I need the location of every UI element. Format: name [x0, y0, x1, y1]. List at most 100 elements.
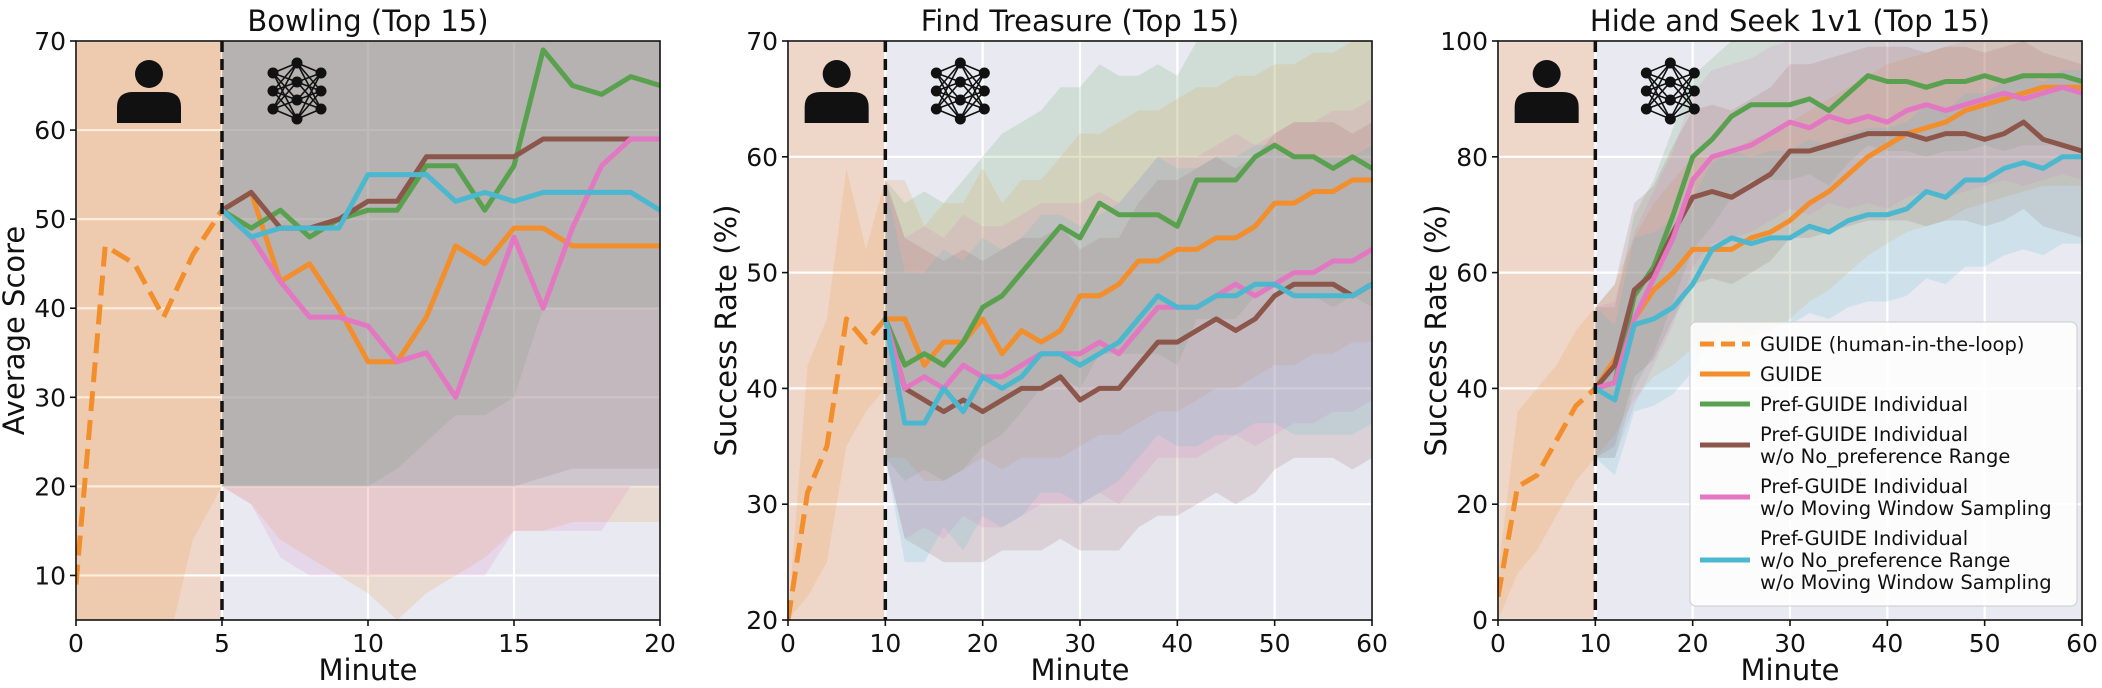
- x-tick-label: 50: [1259, 629, 1291, 658]
- network-node: [315, 85, 327, 97]
- network-edge: [272, 81, 298, 110]
- line-prefind: [219, 47, 660, 240]
- neural-network-icon: [1640, 57, 1700, 125]
- y-tick-label: 40: [34, 294, 66, 323]
- plot-area: [1498, 41, 2082, 620]
- y-tick-label: 70: [34, 27, 66, 56]
- band-guide-human: [76, 41, 222, 620]
- network-node: [1664, 113, 1676, 125]
- chart-title: Find Treasure (Top 15): [921, 4, 1240, 38]
- x-tick-label: 30: [1774, 629, 1806, 658]
- chart-panel-2: 0 10 20 30 40 50 60 20 30 40 50 60 70 Find Treasure (…: [709, 4, 1388, 687]
- network-node: [291, 113, 303, 125]
- x-tick-label: 0: [780, 629, 796, 658]
- x-tick-label: 20: [644, 629, 676, 658]
- band-nopref: [1595, 41, 2082, 458]
- network-edge: [296, 90, 322, 120]
- x-tick-label: 30: [1064, 629, 1096, 658]
- line-guide: [219, 189, 660, 365]
- neural-network-icon: [267, 57, 327, 125]
- line-prefind: [882, 142, 1372, 368]
- neural-network-icon: [930, 57, 990, 125]
- legend-label: Pref-GUIDE Individual: [1760, 393, 1968, 416]
- x-axis-label: Minute: [1740, 653, 1839, 684]
- x-tick-label: 40: [1161, 629, 1193, 658]
- network-node: [1688, 67, 1700, 79]
- band-prefind: [1595, 41, 2082, 458]
- network-node: [930, 67, 942, 79]
- x-tick-label: 20: [1677, 629, 1709, 658]
- person-head: [1532, 60, 1561, 88]
- network-node: [1640, 67, 1652, 79]
- plot-area: [76, 41, 660, 620]
- y-axis-label: Average Score: [0, 226, 31, 436]
- person-head: [135, 60, 163, 88]
- line-both: [1592, 154, 2082, 403]
- band-guide: [1595, 41, 2082, 458]
- network-edge: [959, 90, 985, 120]
- network-node: [291, 76, 303, 88]
- network-edge: [1645, 62, 1671, 92]
- network-node: [315, 103, 327, 115]
- y-tick-label: 100: [1440, 27, 1488, 56]
- band-nomw: [1595, 41, 2082, 458]
- line-nomw: [219, 136, 660, 400]
- person-icon: [804, 60, 869, 123]
- network-node: [930, 103, 942, 115]
- chart-panel-3: 0 10 20 30 40 50 60 0 20 40 60 80 100 Hide and Seek 1…: [1419, 4, 2098, 687]
- y-tick-label: 30: [34, 383, 66, 412]
- y-tick-label: 50: [34, 205, 66, 234]
- band-nomw: [222, 41, 660, 576]
- line-both: [219, 172, 660, 240]
- y-tick-label: 0: [1472, 606, 1488, 635]
- y-tick-label: 20: [746, 606, 778, 635]
- legend-label: GUIDE (human-in-the-loop): [1760, 333, 2024, 356]
- band-both: [222, 41, 660, 487]
- x-tick-label: 5: [214, 629, 230, 658]
- x-axis-label: Minute: [318, 653, 417, 684]
- human-phase-region: [76, 41, 222, 620]
- person-body: [1514, 92, 1579, 123]
- network-edge: [959, 72, 985, 101]
- legend-label: Pref-GUIDE Individual: [1760, 527, 1968, 550]
- legend-label: w/o Moving Window Sampling: [1760, 497, 2052, 520]
- band-guide-human: [1498, 307, 1596, 620]
- network-edge: [1669, 72, 1696, 120]
- line-nomw: [1592, 84, 2082, 391]
- y-tick-label: 60: [1456, 259, 1488, 288]
- network-node: [954, 76, 966, 88]
- y-tick-label: 20: [1456, 490, 1488, 519]
- network-edge: [935, 62, 961, 92]
- network-node: [1688, 103, 1700, 115]
- x-tick-label: 60: [1356, 629, 1388, 658]
- x-tick-label: 10: [352, 629, 384, 658]
- legend: GUIDE (human-in-the-loop) GUIDE Pref-GUIDE…: [1689, 321, 2078, 607]
- network-node: [291, 57, 303, 69]
- network-node: [1688, 85, 1700, 97]
- x-tick-label: 60: [2066, 629, 2098, 658]
- network-node: [267, 67, 279, 79]
- network-node: [978, 103, 990, 115]
- network-edge: [1669, 90, 1695, 120]
- network-edge: [1645, 81, 1671, 110]
- y-tick-label: 60: [746, 143, 778, 172]
- network-edge: [272, 62, 298, 110]
- band-nopref: [222, 41, 660, 487]
- network-node: [315, 67, 327, 79]
- network-edge: [1669, 72, 1695, 101]
- network-edge: [959, 72, 986, 120]
- network-node: [978, 85, 990, 97]
- line-guide-human-in-the-loop: [788, 316, 888, 620]
- legend-label: w/o Moving Window Sampling: [1760, 571, 2052, 594]
- y-tick-label: 20: [34, 472, 66, 501]
- band-both: [1595, 70, 2082, 476]
- network-edge: [296, 72, 322, 101]
- legend-label: w/o No_preference Range: [1760, 445, 2010, 468]
- network-edge: [296, 72, 322, 120]
- network-edge: [272, 62, 298, 92]
- line-guide: [1592, 84, 2082, 391]
- x-tick-label: 50: [1969, 629, 2001, 658]
- network-node: [978, 67, 990, 79]
